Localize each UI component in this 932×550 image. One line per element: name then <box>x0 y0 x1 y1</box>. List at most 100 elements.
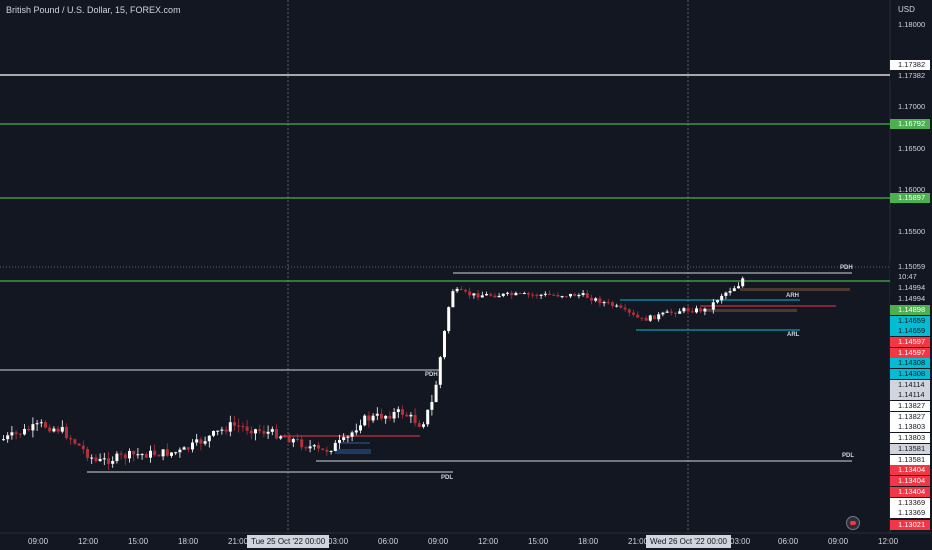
candle-body <box>720 295 724 301</box>
candle-body <box>224 429 228 432</box>
time-label: 21:00 <box>628 537 649 546</box>
candle-body <box>686 308 690 312</box>
zone-box <box>340 442 370 444</box>
candle-body <box>489 294 493 296</box>
candle-body <box>296 439 299 441</box>
candle-body <box>270 429 274 432</box>
candle-body <box>552 294 556 296</box>
candle-body <box>283 436 287 438</box>
time-label: 09:00 <box>828 537 849 546</box>
time-label: 12:00 <box>78 537 99 546</box>
candle-body <box>669 311 673 313</box>
candle-body <box>636 314 640 318</box>
broker-logo-icon[interactable] <box>846 516 860 530</box>
price-tick: 1.17000 <box>898 102 926 111</box>
price-badge: 1.13581 <box>890 444 930 454</box>
candle-body <box>325 449 329 452</box>
candle-body <box>237 425 241 427</box>
time-label: 06:00 <box>378 537 399 546</box>
candle-body <box>128 450 131 459</box>
candle-body <box>149 450 152 458</box>
candle-body <box>699 308 703 312</box>
candle-body <box>308 446 312 449</box>
candle-body <box>632 312 635 315</box>
candle-body <box>338 440 341 443</box>
time-label: 03:00 <box>730 537 751 546</box>
candle-body <box>644 318 648 321</box>
candle-body <box>18 433 22 435</box>
candle-body <box>228 422 232 432</box>
candle-body <box>207 435 211 442</box>
candle-body <box>31 424 35 431</box>
candle-body <box>506 292 509 294</box>
time-label: 18:00 <box>178 537 199 546</box>
candle-body <box>447 307 451 332</box>
date-badge: Wed 26 Oct '22 00:00 <box>646 535 731 548</box>
candle-body <box>94 457 98 462</box>
candle-body <box>375 413 379 416</box>
price-badge: 1.14308 <box>890 358 930 368</box>
candle-body <box>44 422 47 428</box>
candle-body <box>653 315 656 320</box>
candle-body <box>480 295 484 298</box>
candle-body <box>422 424 425 427</box>
price-badge: 1.13404 <box>890 465 930 475</box>
time-label: 15:00 <box>128 537 149 546</box>
candle-body <box>380 413 383 419</box>
price-badge: 1.13581 <box>890 455 930 465</box>
candle-body <box>254 429 257 434</box>
candle-body <box>438 357 442 385</box>
candle-body <box>388 415 392 419</box>
time-label: 12:00 <box>478 537 499 546</box>
candle-body <box>195 439 199 443</box>
candle-body <box>27 428 31 431</box>
candle-body <box>56 428 60 432</box>
candle-body <box>472 293 476 296</box>
candle-body <box>590 297 593 301</box>
price-badge: 1.14659 <box>890 316 930 326</box>
candle-body <box>48 427 52 432</box>
price-badge: 1.15059 <box>890 262 930 272</box>
candle-body <box>476 293 480 298</box>
candle-body <box>678 311 682 314</box>
candle-body <box>178 449 182 453</box>
price-badge: 1.14597 <box>890 337 930 347</box>
candle-body <box>60 426 64 432</box>
candle-body <box>594 298 598 301</box>
candle-body <box>396 409 400 413</box>
candle-body <box>695 308 698 313</box>
candle-body <box>703 308 707 312</box>
candle-body <box>657 314 661 320</box>
candle-body <box>161 449 165 457</box>
pdl-tag: PDL <box>842 453 854 459</box>
candle-body <box>170 452 173 456</box>
price-tick: 1.15500 <box>898 227 926 236</box>
candle-body <box>39 422 43 424</box>
candle-body <box>728 291 732 293</box>
candle-body <box>518 292 522 294</box>
candle-body <box>119 453 123 455</box>
candle-body <box>279 436 283 439</box>
date-badge: Tue 25 Oct '22 00:00 <box>247 535 330 548</box>
candle-body <box>577 294 581 297</box>
candle-body <box>741 278 745 287</box>
candle-body <box>102 458 106 460</box>
candle-body <box>627 309 631 313</box>
candle-body <box>144 454 148 458</box>
price-badge: 10:47 <box>890 272 930 282</box>
candle-body <box>522 293 526 295</box>
price-badge: 1.15897 <box>890 193 930 203</box>
candle-body <box>737 286 740 289</box>
candle-body <box>81 445 85 450</box>
candle-body <box>123 454 127 459</box>
candle-body <box>602 302 606 304</box>
candle-body <box>73 439 77 444</box>
time-label: 12:00 <box>878 537 899 546</box>
candle-body <box>266 431 270 434</box>
candle-body <box>14 432 18 434</box>
pdh-tag: PDH <box>425 372 438 378</box>
candle-body <box>136 454 140 456</box>
candle-body <box>153 450 157 456</box>
price-badge: 1.13827 <box>890 412 930 422</box>
